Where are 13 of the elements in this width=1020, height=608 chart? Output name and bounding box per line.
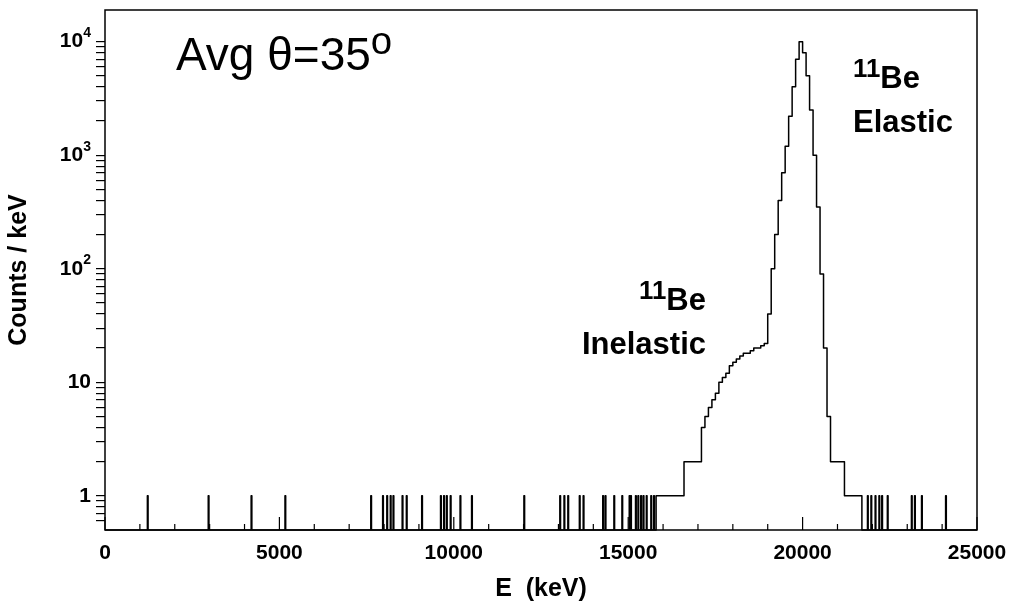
annotation: $^{11}$Be Inelastic (581, 275, 706, 363)
y-tick-label: 1 (79, 482, 92, 506)
x-axis-title: E (keV) (495, 572, 587, 601)
annotation: $^{11}$Be Elastic (853, 53, 953, 141)
annotation: Avg θ=35$^{o}$ (176, 18, 393, 83)
x-tick-label: 25000 (947, 540, 1007, 564)
x-tick-label: 15000 (599, 540, 658, 564)
y-tick-label: 10 (67, 369, 91, 393)
x-tick-label: 0 (99, 540, 111, 564)
y-axis-title: Counts / keV (2, 193, 31, 346)
x-tick-label: 5000 (256, 540, 303, 564)
x-tick-label: 20000 (773, 540, 832, 564)
x-tick-label: 10000 (424, 540, 483, 564)
